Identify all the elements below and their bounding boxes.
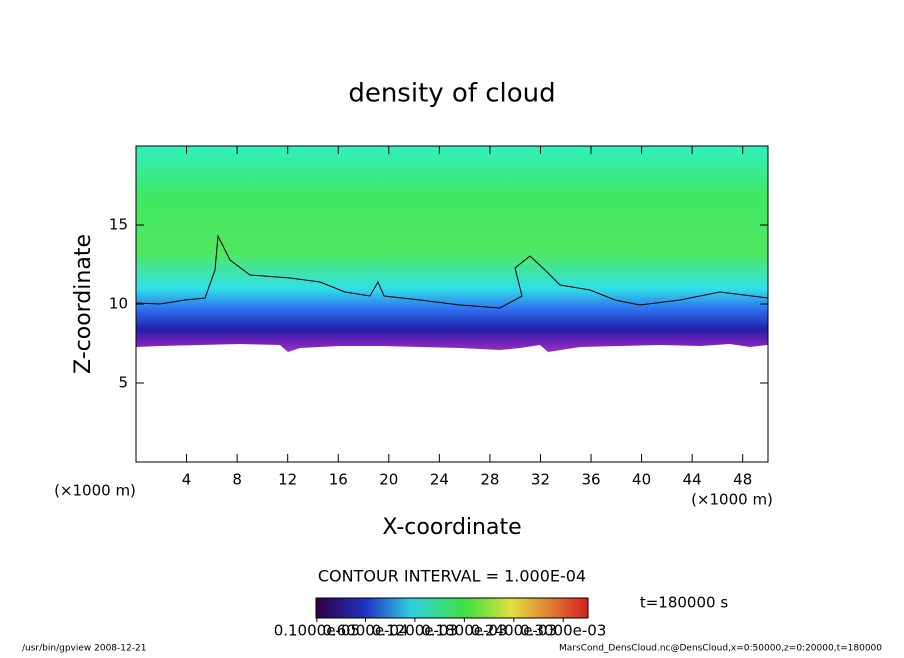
x-tick-label: 20 — [379, 471, 398, 489]
y-tick-label: 15 — [109, 216, 128, 234]
cloud-field — [136, 146, 768, 352]
colorbar-tick-label: 0.1800e-03 — [421, 622, 507, 640]
x-tick-label: 32 — [531, 471, 550, 489]
x-tick-label: 4 — [182, 471, 192, 489]
colorbar-tick-label: 0.1000e-05 — [274, 622, 360, 640]
y-unit: (×1000 m) — [54, 482, 136, 500]
x-tick-label: 48 — [733, 471, 752, 489]
x-tick-label: 16 — [329, 471, 348, 489]
colorbar-tick-label: 0.6000e-04 — [322, 622, 408, 640]
contour-line — [135, 234, 769, 309]
x-tick-label: 44 — [683, 471, 702, 489]
x-tick-label: 28 — [480, 471, 499, 489]
y-tick-label: 10 — [109, 295, 128, 313]
x-tick-label: 40 — [632, 471, 651, 489]
x-tick-label: 24 — [430, 471, 449, 489]
colorbar-tick-label: 0.3000e-03 — [520, 622, 606, 640]
footer-right: MarsCond_DensCloud.nc@DensCloud,x=0:5000… — [559, 644, 882, 654]
colorbar-tick-label: 0.2400e-03 — [471, 622, 557, 640]
x-tick-label: 8 — [232, 471, 242, 489]
x-tick-label: 36 — [581, 471, 600, 489]
y-tick-label: 5 — [118, 374, 128, 392]
x-unit: (×1000 m) — [691, 491, 773, 509]
x-axis-label: X-coordinate — [382, 515, 521, 540]
colorbar — [315, 597, 589, 619]
footer-left: /usr/bin/gpview 2008-12-21 — [22, 644, 146, 654]
y-axis-label: Z-coordinate — [71, 234, 96, 374]
contour-interval: CONTOUR INTERVAL = 1.000E-04 — [318, 567, 586, 586]
time-label: t=180000 s — [640, 594, 728, 612]
chart-title: density of cloud — [348, 79, 555, 109]
colorbar-tick-label: 0.1200e-03 — [372, 622, 458, 640]
x-tick-label: 12 — [278, 471, 297, 489]
